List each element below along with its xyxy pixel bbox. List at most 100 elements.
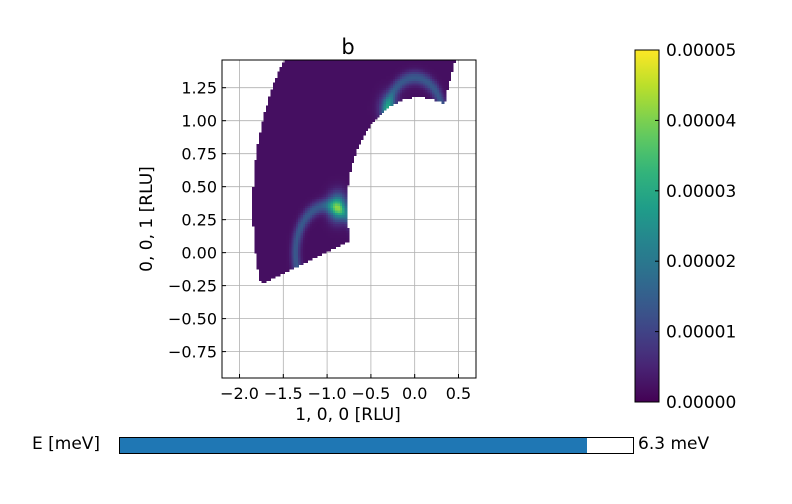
heatmap-cell (286, 89, 290, 93)
heatmap-cell (282, 237, 285, 241)
heatmap-cell (288, 184, 292, 188)
heatmap-cell (302, 196, 306, 200)
heatmap-cell (381, 78, 385, 82)
heatmap-cell (323, 150, 327, 154)
heatmap-cell (298, 243, 302, 247)
heatmap-cell (312, 205, 315, 209)
heatmap-cell (314, 253, 318, 256)
heatmap-cell (286, 248, 290, 252)
heatmap-cell (272, 125, 276, 129)
heatmap-cell (291, 205, 295, 209)
heatmap-cell (328, 189, 332, 193)
heatmap-cell (335, 232, 339, 236)
heatmap-cell (256, 150, 260, 154)
heatmap-cell (321, 221, 325, 225)
heatmap-cell (314, 73, 318, 77)
heatmap-cell (312, 123, 315, 127)
heatmap-cell (335, 187, 339, 191)
heatmap-cell (318, 112, 322, 116)
heatmap-cell (346, 148, 350, 152)
heatmap-cell (300, 257, 304, 261)
heatmap-cell (307, 189, 311, 193)
heatmap-cell (312, 216, 315, 220)
heatmap-cell (258, 173, 262, 177)
heatmap-cell (270, 232, 274, 236)
heatmap-cell (263, 219, 267, 222)
heatmap-cell (351, 105, 355, 109)
heatmap-cell (330, 157, 334, 161)
heatmap-cell (275, 205, 279, 209)
heatmap-cell (268, 109, 272, 113)
heatmap-cell (268, 259, 272, 263)
heatmap-cell (342, 237, 345, 241)
heatmap-cell (316, 103, 320, 107)
heatmap-cell (284, 82, 288, 86)
colorbar-gradient (634, 49, 660, 403)
heatmap-cell (390, 71, 394, 75)
heatmap-cell (284, 78, 288, 82)
heatmap-cell (314, 109, 318, 113)
heatmap-cell (277, 180, 281, 184)
heatmap-cell (279, 139, 283, 143)
heatmap-cell (288, 264, 292, 268)
heatmap-cell (284, 175, 288, 179)
heatmap-cell (418, 78, 422, 82)
heatmap-cell (312, 69, 315, 72)
energy-slider[interactable] (119, 437, 634, 454)
heatmap-cell (298, 150, 302, 154)
heatmap-cell (318, 237, 322, 241)
heatmap-cell (335, 243, 339, 247)
heatmap-cell (323, 94, 327, 97)
heatmap-cell (312, 94, 315, 97)
heatmap-cell (360, 137, 364, 141)
heatmap-cell (355, 84, 359, 88)
heatmap-cell (298, 214, 302, 218)
heatmap-cell (321, 159, 325, 163)
heatmap-cell (302, 248, 306, 252)
heatmap-cell (365, 128, 369, 132)
heatmap-cell (312, 225, 315, 229)
heatmap-cell (365, 96, 369, 100)
heatmap-cell (275, 162, 279, 166)
heatmap-cell (279, 234, 283, 238)
heatmap-cell (307, 116, 311, 120)
heatmap-cell (443, 96, 447, 100)
heatmap-cell (397, 66, 401, 70)
heatmap-cell (344, 237, 348, 241)
heatmap-cell (325, 105, 329, 109)
energy-slider-fill[interactable] (120, 438, 587, 453)
heatmap-cell (272, 98, 276, 102)
heatmap-cell (270, 194, 274, 197)
heatmap-cell (282, 173, 285, 177)
heatmap-cell (284, 119, 288, 122)
heatmap-cell (328, 73, 332, 77)
heatmap-cell (309, 162, 313, 166)
heatmap-cell (362, 94, 366, 97)
heatmap-cell (439, 66, 442, 70)
y-tick-label: −0.50 (168, 310, 217, 329)
heatmap-cell (323, 198, 327, 202)
heatmap-cell (330, 159, 334, 163)
heatmap-cell (298, 121, 302, 125)
heatmap-cell (295, 246, 299, 250)
heatmap-cell (362, 105, 366, 109)
heatmap-cell (335, 60, 339, 63)
heatmap-cell (381, 80, 385, 84)
heatmap-cell (300, 212, 304, 216)
heatmap-cell (293, 96, 297, 100)
heatmap-cell (328, 203, 332, 206)
heatmap-cell (298, 96, 302, 100)
heatmap-cell (265, 241, 269, 245)
heatmap-cell (258, 139, 262, 143)
heatmap-cell (420, 64, 424, 68)
heatmap-cell (314, 243, 318, 247)
heatmap-cell (335, 166, 339, 170)
heatmap-cell (346, 169, 350, 172)
heatmap-cell (277, 128, 281, 132)
heatmap-cell (385, 105, 389, 109)
heatmap-cell (265, 225, 269, 229)
heatmap-cell (335, 112, 339, 116)
heatmap-cell (418, 82, 422, 86)
heatmap-cell (314, 125, 318, 129)
heatmap-cell (328, 223, 332, 227)
